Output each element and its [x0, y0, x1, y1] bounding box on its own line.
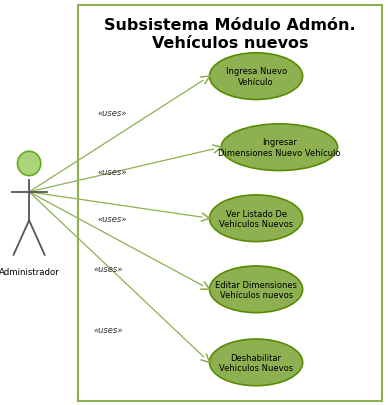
Text: «uses»: «uses» — [94, 326, 123, 335]
Text: «uses»: «uses» — [94, 265, 123, 274]
Ellipse shape — [210, 266, 303, 313]
Text: Editar Dimensiones
Vehículos nuevos: Editar Dimensiones Vehículos nuevos — [215, 280, 297, 299]
Text: Deshabilitar
Vehiculos Nuevos: Deshabilitar Vehiculos Nuevos — [219, 353, 293, 372]
Ellipse shape — [210, 339, 303, 386]
Circle shape — [17, 152, 41, 176]
Ellipse shape — [221, 124, 338, 171]
Text: Subsistema Módulo Admón.
Vehículos nuevos: Subsistema Módulo Admón. Vehículos nuevo… — [104, 18, 356, 51]
Ellipse shape — [210, 195, 303, 242]
Text: «uses»: «uses» — [98, 168, 127, 177]
Bar — [78, 6, 382, 401]
Text: Ver Listado De
Vehículos Nuevos: Ver Listado De Vehículos Nuevos — [219, 209, 293, 228]
Text: «uses»: «uses» — [98, 214, 127, 223]
Text: Ingresa Nuevo
Vehículo: Ingresa Nuevo Vehículo — [225, 67, 287, 87]
Text: Administrador: Administrador — [0, 267, 59, 276]
Ellipse shape — [210, 54, 303, 100]
Text: Ingresar
Dimensiones Nuevo Vehículo: Ingresar Dimensiones Nuevo Vehículo — [218, 138, 341, 158]
Text: «uses»: «uses» — [98, 109, 127, 118]
